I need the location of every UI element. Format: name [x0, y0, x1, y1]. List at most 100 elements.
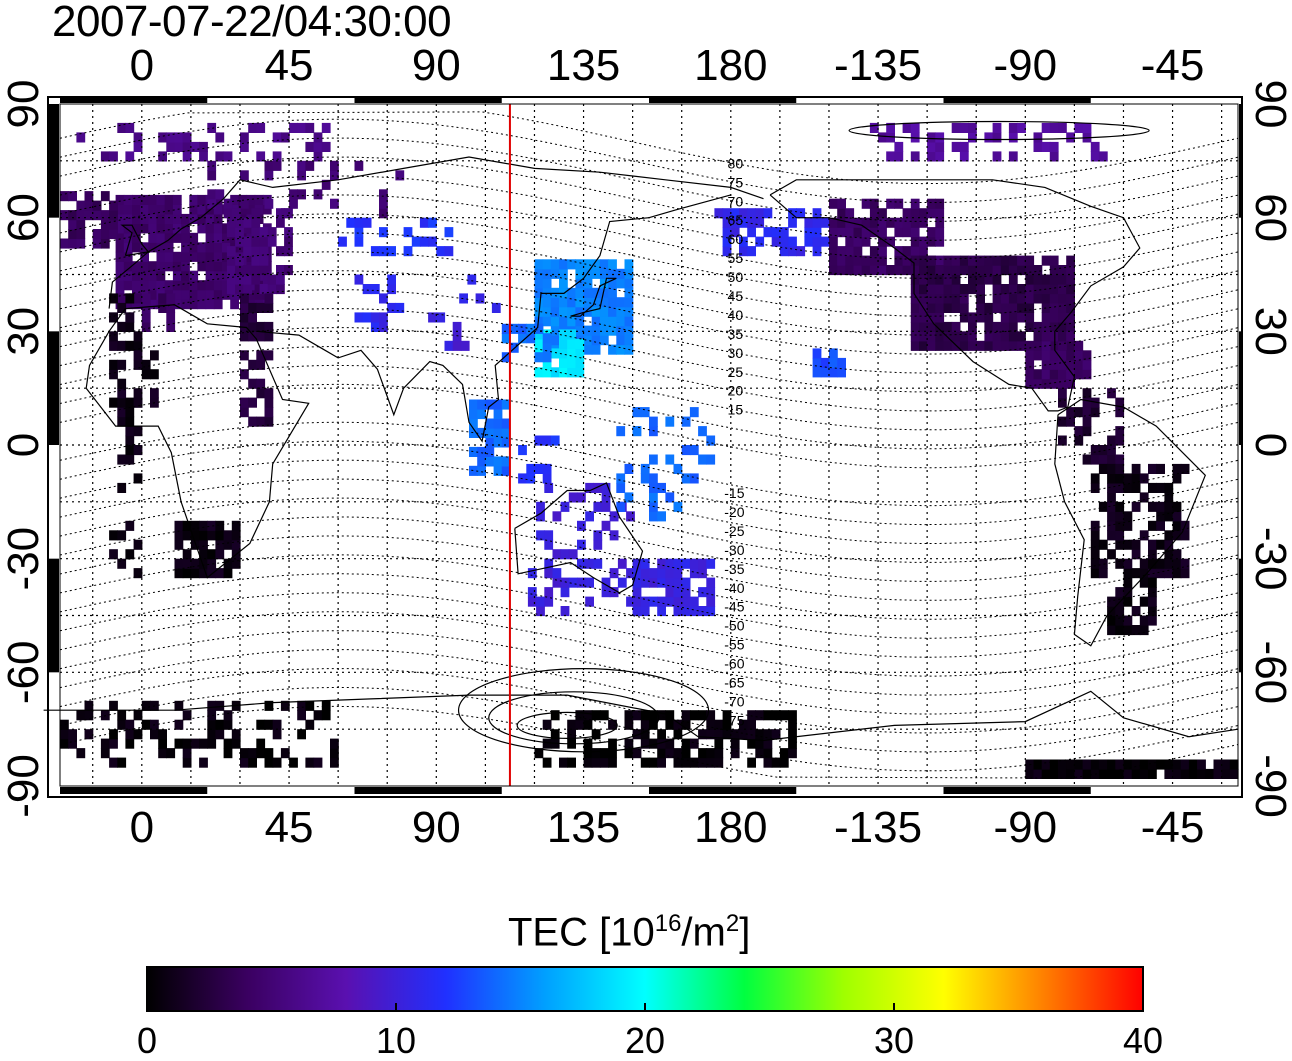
tec-cell	[665, 719, 675, 730]
tec-cell	[243, 217, 252, 228]
tec-cell	[698, 710, 707, 721]
tec-cell	[534, 338, 544, 349]
tec-cell	[1041, 293, 1051, 304]
tec-cell	[1107, 388, 1116, 399]
tec-cell	[1115, 435, 1125, 446]
tec-cell	[264, 397, 274, 408]
coastline	[43, 690, 1239, 742]
tec-cell	[560, 577, 570, 588]
tec-cell	[284, 236, 293, 247]
tec-cell	[395, 170, 405, 181]
tec-cell	[829, 255, 838, 266]
tec-cell	[992, 122, 1002, 133]
tec-cell	[559, 306, 568, 317]
tec-cell	[935, 312, 945, 323]
tec-cell	[240, 302, 249, 313]
tec-cell	[608, 325, 617, 336]
tec-cell	[559, 316, 568, 327]
tec-cell	[68, 210, 77, 221]
tec-cell	[919, 208, 928, 219]
tec-cell	[616, 268, 626, 279]
tec-cell	[140, 223, 149, 234]
tec-cell	[624, 335, 634, 346]
frame-bar-right	[1239, 558, 1242, 673]
tec-cell	[657, 577, 666, 588]
tec-cell	[812, 246, 822, 257]
tec-cell	[698, 606, 707, 617]
frame-bar-bottom	[943, 787, 1091, 794]
tec-cell	[174, 568, 184, 579]
tec-cell	[1090, 558, 1100, 569]
tec-cell	[1139, 473, 1149, 484]
tec-cell	[1107, 454, 1116, 465]
tec-cell	[935, 331, 945, 342]
tec-cell	[133, 729, 143, 740]
tec-cell	[1131, 606, 1141, 617]
tec-cell	[248, 331, 257, 342]
tec-cell	[689, 473, 699, 484]
tec-cell	[927, 340, 936, 351]
tec-cell	[878, 236, 887, 247]
tec-cell	[117, 757, 127, 768]
tec-cell	[1229, 759, 1239, 770]
lat-tick-label-left: 0	[0, 433, 48, 457]
tec-cell	[379, 312, 388, 323]
tec-cell	[1156, 568, 1165, 579]
tec-cell	[251, 255, 261, 266]
tec-cell	[878, 265, 887, 276]
tec-cell	[199, 520, 208, 531]
tec-cell	[1131, 549, 1141, 560]
tec-cell	[910, 246, 920, 257]
tec-cell	[235, 236, 244, 247]
tec-cell	[534, 278, 544, 289]
tec-cell	[1066, 340, 1075, 351]
tec-cell	[251, 227, 261, 238]
tec-cell	[222, 289, 231, 300]
tec-cell	[172, 204, 182, 215]
tec-cell	[475, 293, 485, 304]
tec-cell	[1008, 331, 1018, 342]
tec-cell	[140, 261, 149, 272]
tec-cell	[616, 482, 626, 493]
tec-cell	[542, 352, 552, 363]
tec-cell	[276, 217, 285, 228]
tec-cell	[959, 265, 969, 276]
tec-cell	[248, 302, 257, 313]
tec-cell	[943, 331, 953, 342]
tec-cell	[379, 198, 388, 209]
tec-cell	[919, 274, 928, 285]
tec-cell	[156, 213, 166, 224]
tec-cell	[207, 122, 217, 133]
tec-cell	[567, 367, 576, 378]
tec-cell	[1139, 577, 1149, 588]
tec-cell	[624, 463, 634, 474]
tec-cell	[935, 255, 945, 266]
tec-cell	[1066, 416, 1075, 427]
tec-cell	[542, 333, 552, 344]
tec-cell	[123, 194, 133, 205]
lat-tick-label-right: -60	[1246, 641, 1292, 705]
tec-cell	[763, 729, 773, 740]
lon-tick-label-bottom: -45	[1141, 803, 1205, 852]
tec-cell	[837, 265, 846, 276]
tec-cell	[60, 238, 69, 249]
tec-cell	[141, 359, 151, 370]
magnetic-contour	[59, 346, 1239, 431]
tec-cell	[968, 340, 977, 351]
tec-cell	[125, 445, 135, 456]
tec-cell	[575, 268, 585, 279]
tec-cell	[125, 151, 135, 162]
tec-cell	[256, 748, 266, 759]
tec-cell	[477, 465, 486, 476]
tec-cell	[869, 122, 879, 133]
coastline	[85, 304, 310, 579]
tec-cell	[591, 306, 601, 317]
tec-cell	[527, 568, 537, 579]
tec-cell	[1139, 615, 1149, 626]
tec-cell	[289, 122, 298, 133]
tec-cell	[730, 227, 740, 238]
tec-cell	[207, 549, 217, 560]
tec-cell	[976, 255, 985, 266]
tec-cell	[132, 242, 141, 253]
tec-cell	[272, 757, 282, 768]
